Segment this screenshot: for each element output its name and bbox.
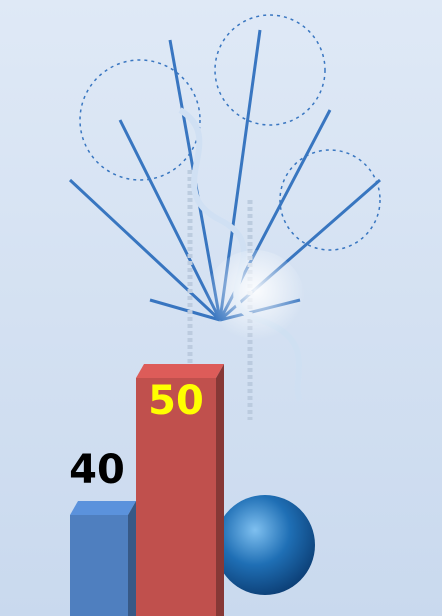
ornament bbox=[215, 495, 315, 595]
bar bbox=[136, 378, 216, 616]
bar-side bbox=[216, 364, 224, 616]
bar bbox=[70, 515, 128, 616]
glow bbox=[205, 250, 305, 350]
bars: 40 50 bbox=[69, 364, 224, 616]
bar-top bbox=[70, 501, 136, 515]
bar-top bbox=[136, 364, 224, 378]
bar-side bbox=[128, 501, 136, 616]
data-label: 40 bbox=[69, 447, 125, 493]
data-label: 50 bbox=[148, 378, 204, 424]
